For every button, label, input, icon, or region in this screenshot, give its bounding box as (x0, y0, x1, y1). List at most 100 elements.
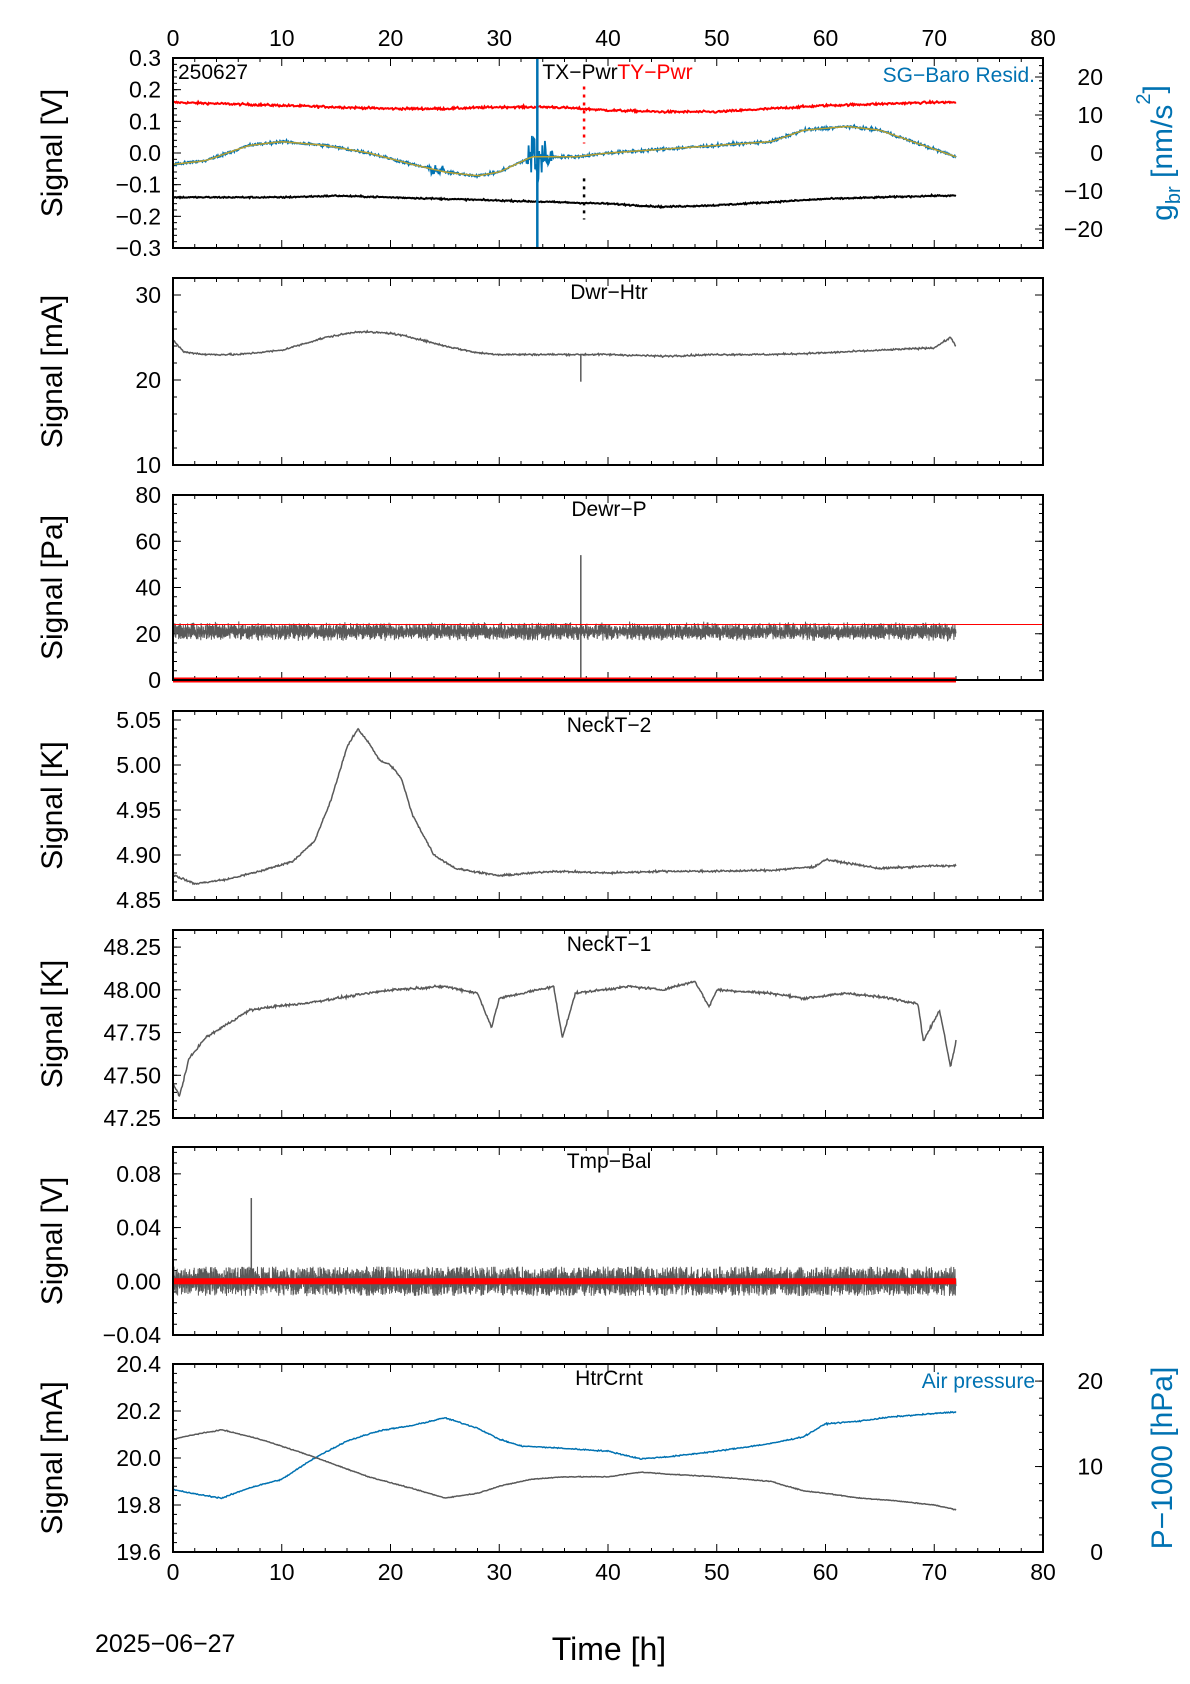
panel-title: Tmp−Bal (567, 1150, 652, 1173)
x-tick-label-20: 20 (378, 1559, 404, 1585)
y-tick-label: 10 (135, 452, 161, 478)
y-tick-label: 47.50 (103, 1062, 161, 1088)
title-tx-pwr: TX−Pwr (542, 61, 617, 84)
y-tick-label: 19.6 (116, 1539, 161, 1565)
series-dewr-p (172, 621, 957, 642)
y-tick-label: 48.00 (103, 977, 161, 1003)
y-axis-label: Signal [V] (36, 1177, 69, 1305)
y2-tick-label: 20 (1077, 1368, 1103, 1394)
x-tick-top-30: 30 (486, 25, 512, 51)
y-axis-label: Signal [K] (36, 741, 69, 869)
y-tick-label: 0.2 (129, 77, 161, 103)
y-tick-label: 48.25 (103, 934, 161, 960)
y-axis-label: Signal [mA] (36, 295, 69, 448)
panel-7: 0 10 20 30 40 50 60 70 80 19.6 19.8 20.0 20.2 20.4 Sig… (36, 1351, 1179, 1585)
panel-3-frame (172, 494, 1044, 681)
panel-6: −0.04 0.00 0.04 0.08 Signal [V] Tmp−Bal (36, 1146, 1044, 1348)
x-tick-label-0: 0 (167, 1559, 180, 1585)
series-ty-pwr-fit (172, 104, 956, 116)
series-neckt-1 (172, 980, 957, 1097)
y2-tick-label: 20 (1077, 64, 1103, 90)
title-ty-pwr: TY−Pwr (617, 61, 692, 84)
y-tick-label: 20.4 (116, 1351, 161, 1377)
series-sg-baro (173, 58, 957, 248)
x-tick-label-60: 60 (813, 1559, 839, 1585)
series-htrcrnt (172, 1429, 957, 1511)
x-tick-label-50: 50 (704, 1559, 730, 1585)
x-tick-top-20: 20 (378, 25, 404, 51)
y-tick-label: 19.8 (116, 1492, 161, 1518)
panel-3: 0 20 40 60 80 Signal [Pa] Dewr−P (36, 482, 1044, 693)
y2-axis-label: gbr [nm/s2] (1133, 85, 1185, 221)
y-tick-label: −0.04 (103, 1322, 161, 1348)
y-tick-label: 4.90 (116, 842, 161, 868)
y-tick-label: 0.3 (129, 45, 161, 71)
y-tick-label: 20.0 (116, 1445, 161, 1471)
y-tick-label: 60 (135, 528, 161, 554)
panel-5-frame (172, 929, 1044, 1119)
x-tick-top-0: 0 (167, 25, 180, 51)
x-tick-label-40: 40 (595, 1559, 621, 1585)
x-axis-label: Time [h] (552, 1631, 666, 1667)
y-tick-label: 20.2 (116, 1398, 161, 1424)
y-axis-label: Signal [K] (36, 960, 69, 1088)
panel-1-frame (172, 57, 1044, 249)
y-tick-label: 20 (135, 621, 161, 647)
y-tick-label: 47.25 (103, 1105, 161, 1131)
panel-2-frame (172, 277, 1044, 466)
y-tick-label: 80 (135, 482, 161, 508)
series-neckt-2 (173, 727, 957, 886)
y-axis-label: Signal [V] (36, 89, 69, 217)
y-axis-label: Signal [mA] (36, 1381, 69, 1534)
series-tx-pwr (172, 193, 957, 210)
panel-title: NeckT−1 (567, 933, 652, 956)
panel-4: 4.85 4.90 4.95 5.00 5.05 Signal [K] NeckT−2 (36, 707, 1044, 913)
panel-7-frame (172, 1363, 1044, 1553)
panel-title: HtrCrnt (575, 1367, 643, 1390)
y2-axis-label: P−1000 [hPa] (1146, 1367, 1179, 1550)
x-tick-label-80: 80 (1030, 1559, 1056, 1585)
y-tick-label: 0.04 (116, 1215, 161, 1241)
figure-date-label: 2025−06−27 (95, 1630, 235, 1658)
panel-title: Dwr−Htr (570, 281, 648, 304)
y-tick-label: −0.2 (116, 203, 161, 229)
panel-title: NeckT−2 (567, 714, 652, 737)
y-tick-label: 5.05 (116, 707, 161, 733)
x-tick-top-10: 10 (269, 25, 295, 51)
legend-sg-baro: SG−Baro Resid. (883, 64, 1035, 87)
panel-2: 10 20 30 Signal [mA] Dwr−Htr (36, 277, 1044, 478)
x-tick-label-10: 10 (269, 1559, 295, 1585)
y2-tick-label: 0 (1090, 140, 1103, 166)
y-tick-label: −0.3 (116, 235, 161, 261)
x-tick-top-50: 50 (704, 25, 730, 51)
y-tick-label: 47.75 (103, 1020, 161, 1046)
y-tick-label: −0.1 (116, 172, 161, 198)
y-tick-label: 0.0 (129, 140, 161, 166)
series-dwr-htr (173, 329, 957, 359)
y2-tick-label: 10 (1077, 102, 1103, 128)
y2-tick-label: 10 (1077, 1454, 1103, 1480)
x-tick-top-70: 70 (921, 25, 947, 51)
panel-4-frame (172, 710, 1044, 901)
panel-5: 47.25 47.50 47.75 48.00 48.25 Signal [K] NeckT… (36, 929, 1044, 1131)
x-tick-label-70: 70 (921, 1559, 947, 1585)
y2-tick-label: 0 (1090, 1539, 1103, 1565)
legend-air-pressure: Air pressure (922, 1370, 1035, 1393)
panel-1: 0 10 20 30 40 50 60 70 80 −0.3 −0.2 −0.1 0.0 0.1 0.2 0.… (36, 25, 1185, 261)
series-air-pressure (172, 1410, 957, 1500)
y2-tick-label: −10 (1064, 178, 1103, 204)
y-tick-label: 0.00 (116, 1268, 161, 1294)
y-tick-label: 30 (135, 282, 161, 308)
y-tick-label: 5.00 (116, 752, 161, 778)
y-axis-label: Signal [Pa] (36, 515, 69, 660)
x-tick-top-40: 40 (595, 25, 621, 51)
y-tick-label: 4.85 (116, 887, 161, 913)
x-tick-label-30: 30 (486, 1559, 512, 1585)
y-tick-label: 20 (135, 367, 161, 393)
y2-tick-label: −20 (1064, 216, 1103, 242)
series-tmp-bal (172, 1266, 957, 1297)
series-tx-pwr-fit (173, 198, 956, 211)
y-tick-label: 0 (148, 667, 161, 693)
x-tick-top-60: 60 (813, 25, 839, 51)
